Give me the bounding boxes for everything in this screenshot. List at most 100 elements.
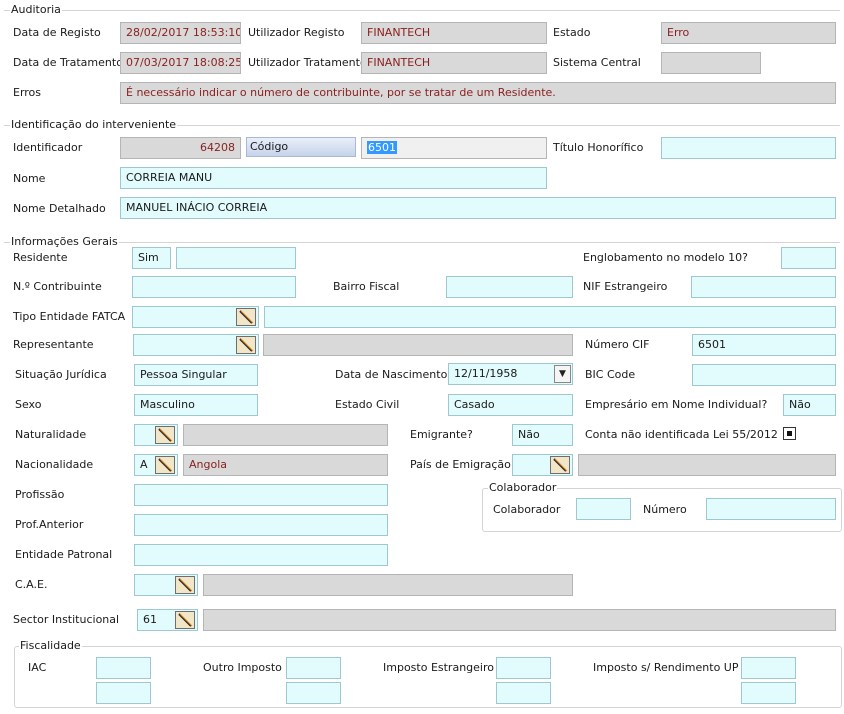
fatca-field[interactable] xyxy=(132,306,259,328)
colaborador-label: Colaborador xyxy=(493,503,561,516)
pais-emigracao-desc-field xyxy=(578,454,836,476)
fiscalidade-title: Fiscalidade xyxy=(19,639,82,653)
auditoria-title: Auditoria xyxy=(10,3,62,17)
data-tratamento-label: Data de Tratamento xyxy=(13,56,123,69)
imposto-estrangeiro-field-1[interactable] xyxy=(496,657,551,679)
sector-lookup-icon[interactable] xyxy=(175,611,195,629)
titulo-honorifico-label: Título Honorífico xyxy=(553,141,644,154)
codigo-field[interactable]: 6501 xyxy=(361,137,547,159)
bic-code-field[interactable] xyxy=(692,364,836,386)
nif-estrangeiro-field[interactable] xyxy=(691,276,836,298)
codigo-label: Código xyxy=(250,140,289,153)
sexo-field[interactable]: Masculino xyxy=(134,394,258,416)
fatca-label: Tipo Entidade FATCA xyxy=(13,310,126,323)
data-nascimento-value: 12/11/1958 xyxy=(454,367,518,380)
colaborador-group xyxy=(482,488,842,532)
profissao-label: Profissão xyxy=(15,488,65,501)
englobamento-label: Englobamento no modelo 10? xyxy=(583,251,748,264)
imposto-rendimento-label: Imposto s/ Rendimento UP xyxy=(593,661,739,674)
naturalidade-label: Naturalidade xyxy=(15,428,87,441)
fatca-lookup-icon[interactable] xyxy=(236,308,256,326)
imposto-estrangeiro-label: Imposto Estrangeiro xyxy=(383,661,494,674)
imposto-rendimento-field-2[interactable] xyxy=(741,682,796,704)
nif-estrangeiro-label: NIF Estrangeiro xyxy=(583,280,668,293)
iac-label: IAC xyxy=(28,661,47,674)
bairro-fiscal-label: Bairro Fiscal xyxy=(333,280,400,293)
identificacao-title: Identificação do interveniente xyxy=(10,118,178,132)
titulo-honorifico-field[interactable] xyxy=(661,137,836,159)
representante-label: Representante xyxy=(13,338,94,351)
representante-desc-field xyxy=(263,334,573,356)
erros-field: É necessário indicar o número de contrib… xyxy=(120,82,836,104)
identificacao-divider xyxy=(4,125,840,126)
numero-cif-label: Número CIF xyxy=(585,338,650,351)
entidade-patronal-label: Entidade Patronal xyxy=(15,548,113,561)
fatca-desc-field xyxy=(264,306,836,328)
nacionalidade-lookup-icon[interactable] xyxy=(155,456,175,474)
sector-desc-field xyxy=(203,609,836,631)
bic-code-label: BIC Code xyxy=(585,368,636,381)
utilizador-tratamento-field: FINANTECH xyxy=(361,52,547,74)
identificador-label: Identificador xyxy=(13,141,83,154)
naturalidade-lookup-icon[interactable] xyxy=(155,426,175,444)
emigrante-label: Emigrante? xyxy=(410,428,473,441)
profissao-field[interactable] xyxy=(134,484,388,506)
representante-field[interactable] xyxy=(133,334,259,356)
outro-imposto-label: Outro Imposto xyxy=(203,661,282,674)
numero-field[interactable] xyxy=(706,498,836,520)
representante-lookup-icon[interactable] xyxy=(236,336,256,354)
sistema-central-field xyxy=(661,52,761,74)
estado-civil-label: Estado Civil xyxy=(335,398,400,411)
prof-anterior-field[interactable] xyxy=(134,514,388,536)
cae-lookup-icon[interactable] xyxy=(175,576,195,594)
contribuinte-label: N.º Contribuinte xyxy=(13,280,102,293)
lei-55-checkbox[interactable] xyxy=(783,427,796,440)
gerais-title: Informações Gerais xyxy=(10,235,119,249)
numero-cif-field[interactable]: 6501 xyxy=(692,334,836,356)
nome-field[interactable]: CORREIA MANU xyxy=(120,167,547,189)
iac-field-1[interactable] xyxy=(96,657,151,679)
empresario-label: Empresário em Nome Individual? xyxy=(585,398,768,411)
sexo-label: Sexo xyxy=(15,398,42,411)
erros-label: Erros xyxy=(13,86,42,99)
data-registo-label: Data de Registo xyxy=(13,26,101,39)
sistema-central-label: Sistema Central xyxy=(553,56,641,69)
situacao-juridica-field[interactable]: Pessoa Singular xyxy=(134,364,258,386)
imposto-estrangeiro-field-2[interactable] xyxy=(496,682,551,704)
englobamento-field[interactable] xyxy=(781,247,836,269)
utilizador-tratamento-label: Utilizador Tratamento xyxy=(248,56,367,69)
residente-field[interactable]: Sim xyxy=(132,247,171,269)
iac-field-2[interactable] xyxy=(96,682,151,704)
estado-civil-field[interactable]: Casado xyxy=(448,394,573,416)
nacionalidade-desc-field: Angola xyxy=(183,454,388,476)
chevron-down-icon[interactable]: ▼ xyxy=(554,365,571,383)
nome-label: Nome xyxy=(13,172,46,185)
data-nascimento-field[interactable]: 12/11/1958 xyxy=(448,363,573,385)
codigo-label-box: Código xyxy=(246,137,356,157)
outro-imposto-field-1[interactable] xyxy=(286,657,341,679)
colaborador-title: Colaborador xyxy=(488,481,558,495)
imposto-rendimento-field-1[interactable] xyxy=(741,657,796,679)
estado-label: Estado xyxy=(553,26,591,39)
entidade-patronal-field[interactable] xyxy=(134,544,388,566)
auditoria-divider xyxy=(4,10,840,11)
fiscalidade-group xyxy=(14,646,842,708)
outro-imposto-field-2[interactable] xyxy=(286,682,341,704)
nacionalidade-label: Nacionalidade xyxy=(15,458,94,471)
gerais-divider xyxy=(4,242,840,243)
cae-desc-field xyxy=(203,574,573,596)
identificador-field: 64208 xyxy=(120,137,241,159)
colaborador-field[interactable] xyxy=(576,498,631,520)
residente-desc-field xyxy=(176,247,296,269)
sector-institucional-label: Sector Institucional xyxy=(13,613,120,626)
emigrante-field[interactable]: Não xyxy=(512,424,573,446)
empresario-field[interactable]: Não xyxy=(783,394,836,416)
estado-field: Erro xyxy=(661,22,836,44)
utilizador-registo-label: Utilizador Registo xyxy=(248,26,345,39)
nome-detalhado-field[interactable]: MANUEL INÁCIO CORREIA xyxy=(120,197,836,219)
contribuinte-field[interactable] xyxy=(132,276,296,298)
situacao-juridica-label: Situação Jurídica xyxy=(15,368,107,381)
pais-emigracao-lookup-icon[interactable] xyxy=(550,456,570,474)
bairro-fiscal-field[interactable] xyxy=(446,276,573,298)
data-tratamento-field: 07/03/2017 18:08:25 xyxy=(120,52,241,74)
